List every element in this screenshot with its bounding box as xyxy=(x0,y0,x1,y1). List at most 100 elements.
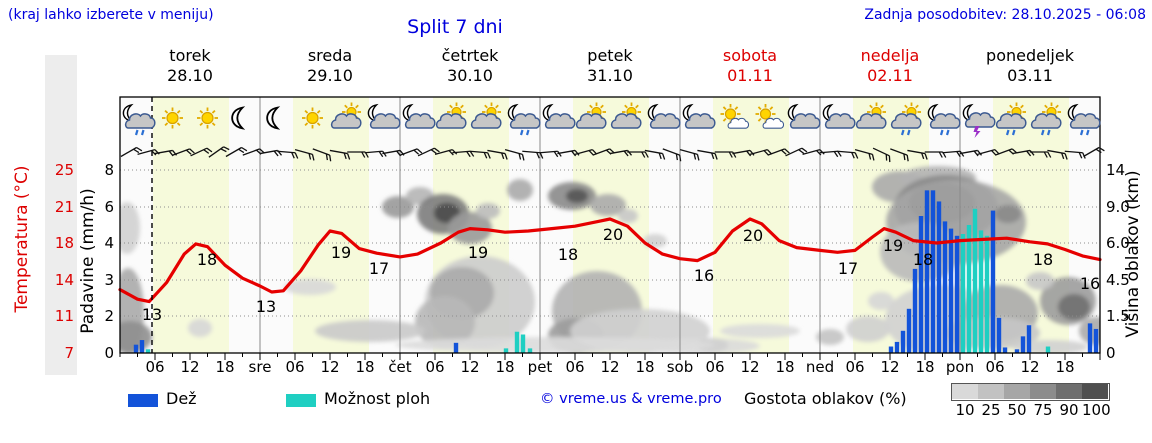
day-name: torek xyxy=(169,46,211,65)
temperature-value: 18 xyxy=(558,245,578,264)
weather-icon-n xyxy=(231,106,246,130)
wind-barb xyxy=(837,150,859,159)
precipitation-bars xyxy=(133,190,1099,353)
rain-bar xyxy=(1020,336,1026,353)
cloud-patch xyxy=(816,329,844,345)
rain-bar xyxy=(948,228,954,353)
wind-barb xyxy=(907,149,928,160)
weather-icon-nc xyxy=(367,103,401,129)
weather-icon-ncr xyxy=(507,103,541,136)
day-date: 29.10 xyxy=(307,66,353,85)
temperature-value: 18 xyxy=(1033,250,1053,269)
x-tick-label: ned xyxy=(806,358,834,376)
weather-icon-scr xyxy=(1030,102,1062,136)
cloud-patch xyxy=(476,203,500,219)
wind-barb xyxy=(854,149,875,161)
weather-icon-sc xyxy=(610,102,642,129)
shower-bar xyxy=(1045,346,1051,353)
wind-barb xyxy=(120,146,143,158)
wind-barbs-row xyxy=(120,146,1105,163)
cloud-patch xyxy=(315,320,425,342)
wind-barb xyxy=(277,150,299,159)
wind-barb xyxy=(819,150,842,158)
day-name: sobota xyxy=(722,46,778,65)
day-header-sreda: sreda 29.10 xyxy=(270,46,390,86)
weather-icon-nc xyxy=(647,103,681,129)
temperature-value: 19 xyxy=(883,236,903,255)
shower-bar xyxy=(966,225,972,353)
rain-bar xyxy=(924,190,930,353)
x-tick-label: 12 xyxy=(1020,358,1039,376)
day-header-četrtek: četrtek 30.10 xyxy=(410,46,530,86)
precipitation-tick: 6 xyxy=(104,198,114,216)
density-segment xyxy=(952,384,978,399)
day-header-torek: torek 28.10 xyxy=(130,46,250,86)
weather-icon-sc xyxy=(470,102,502,129)
wind-barb xyxy=(609,149,633,157)
temperature-value: 18 xyxy=(913,250,933,269)
credit-link[interactable]: © vreme.us & vreme.pro xyxy=(540,391,722,407)
cloud-height-tick: 4.5 xyxy=(1106,271,1130,289)
wind-barb xyxy=(452,150,475,158)
cloud-density-scale-frame xyxy=(951,383,1110,401)
density-tick-label: 90 xyxy=(1059,401,1079,419)
temperature-value: 13 xyxy=(256,297,276,316)
cloud-patch xyxy=(590,194,626,216)
rain-bar xyxy=(1002,347,1008,353)
rain-bar xyxy=(954,235,960,353)
wind-barb xyxy=(644,149,666,160)
rain-bar xyxy=(900,330,906,353)
wind-barb xyxy=(679,149,700,161)
x-tick-label: 12 xyxy=(600,358,619,376)
temperature-tick: 25 xyxy=(55,161,74,179)
wind-barb xyxy=(400,148,423,156)
daylight-band xyxy=(153,97,229,353)
x-tick-label: 12 xyxy=(180,358,199,376)
rain-bar xyxy=(1014,349,1020,353)
x-tick-label: pon xyxy=(946,358,974,376)
day-name: četrtek xyxy=(441,46,499,65)
x-tick-label: 06 xyxy=(845,358,864,376)
shower-bar xyxy=(520,334,526,353)
temperature-tick: 11 xyxy=(55,307,74,325)
weather-icon-nc xyxy=(682,103,716,129)
weather-icon-scs xyxy=(720,104,749,129)
cloud-patch xyxy=(507,179,533,201)
cloud-patch xyxy=(1058,294,1090,320)
temperature-tick: 7 xyxy=(64,344,74,362)
cloud-height-tick: 14 xyxy=(1106,161,1125,179)
density-segment xyxy=(978,384,1004,399)
temperature-value: 13 xyxy=(142,305,162,324)
x-tick-label: 06 xyxy=(985,358,1004,376)
temperature-value-labels: 13 18 13 19 17 19 18 20 16 20 17 19 18 18 16 xyxy=(142,225,1100,324)
weather-icons-row xyxy=(122,102,1101,138)
cloud-density-label: Gostota oblakov (%) xyxy=(744,389,907,408)
cloud-patch xyxy=(995,205,1021,223)
precipitation-tick: 4 xyxy=(104,234,114,252)
temperature-tick: 18 xyxy=(55,234,74,252)
wind-barb xyxy=(417,147,440,157)
wind-barb xyxy=(190,147,213,157)
x-tick-label: pet xyxy=(528,358,553,376)
rain-legend-swatch xyxy=(128,394,158,407)
x-tick-label: čet xyxy=(388,358,411,376)
wind-barb xyxy=(1012,149,1035,157)
weather-icon-sc xyxy=(435,102,467,129)
wind-barb xyxy=(732,149,755,157)
weather-icon-sc xyxy=(330,102,362,129)
x-axis: 06 12 18 sre 06 12 18 čet 06 12 18 pet 06 12 18 sob 06 12… xyxy=(119,353,1101,376)
wind-barb xyxy=(627,151,649,158)
cloud-patch xyxy=(566,189,588,203)
day-date: 28.10 xyxy=(167,66,213,85)
wind-barb xyxy=(1047,149,1068,160)
cloud-height-tick: 6.0 xyxy=(1106,234,1130,252)
weather-icon-ncr xyxy=(927,103,961,136)
day-date: 01.11 xyxy=(727,66,773,85)
shower-bar xyxy=(145,349,151,353)
cloud-height-tick: 1.5 xyxy=(1106,307,1130,325)
weather-icon-nc xyxy=(822,103,856,129)
wind-barb xyxy=(767,148,790,156)
precipitation-tick: 0 xyxy=(104,344,114,362)
cloud-patch xyxy=(720,324,800,338)
rain-bar xyxy=(1087,323,1093,353)
